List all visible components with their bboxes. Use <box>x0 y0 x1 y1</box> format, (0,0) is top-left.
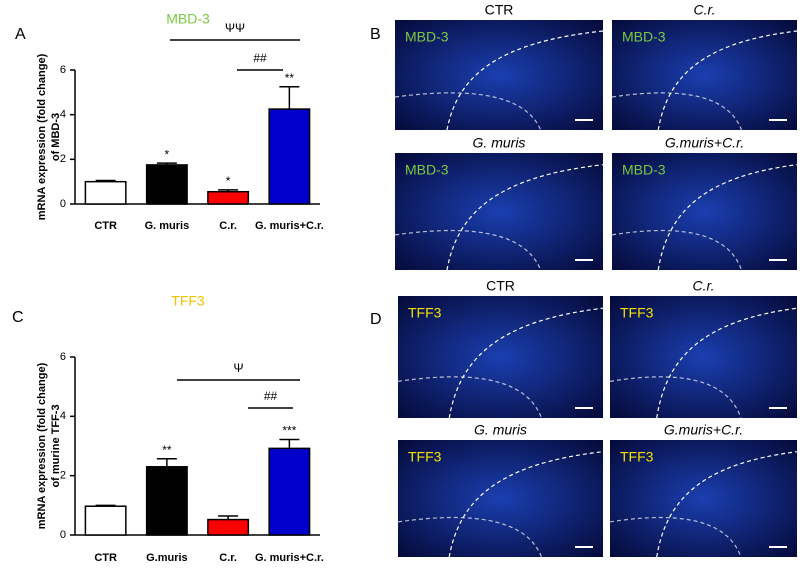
stain-label: TFF3 <box>408 449 442 465</box>
micrograph <box>398 296 603 418</box>
tissue-outline <box>657 164 798 271</box>
chart-title: MBD-3 <box>166 11 210 27</box>
stain-label: TFF3 <box>620 305 654 321</box>
stain-label: MBD-3 <box>405 162 449 178</box>
tissue-outline <box>394 92 542 131</box>
tissue-outline <box>609 516 742 558</box>
y-axis-label: mRNA expression (fold change) <box>36 362 48 529</box>
y-tick-label: 4 <box>60 410 66 422</box>
tissue-outline <box>446 164 604 271</box>
y-tick-label: 0 <box>60 529 66 541</box>
y-tick-label: 2 <box>60 470 66 482</box>
significance-label: ** <box>285 71 295 85</box>
panel-label: D <box>370 311 382 328</box>
y-axis-label: of MBD-3 <box>50 113 62 161</box>
x-tick-label: CTR <box>94 552 117 564</box>
x-tick-label: C.r. <box>219 552 237 564</box>
significance-label: *** <box>282 424 296 438</box>
image-title: G. muris <box>473 135 526 151</box>
y-axis-label: of murine TFF-3 <box>50 404 62 487</box>
image-title: G.muris+C.r. <box>665 135 744 151</box>
significance-label: * <box>165 147 170 161</box>
stain-label: TFF3 <box>408 305 442 321</box>
x-tick-label: G. muris+C.r. <box>255 552 324 564</box>
bracket-label: ## <box>264 389 278 403</box>
bar <box>207 518 250 536</box>
stain-label: MBD-3 <box>622 29 666 45</box>
significance-label: ** <box>162 443 172 457</box>
y-tick-label: 6 <box>60 64 66 76</box>
tissue-outline <box>394 230 542 271</box>
stain-label: MBD-3 <box>405 29 449 45</box>
tissue-outline <box>448 307 604 419</box>
micrograph <box>395 153 603 270</box>
y-tick-label: 6 <box>60 351 66 363</box>
tissue-outline <box>656 307 798 419</box>
tissue-outline <box>609 376 742 419</box>
micrograph <box>612 153 797 270</box>
x-tick-label: G. muris+C.r. <box>255 220 324 232</box>
micrograph <box>612 20 797 130</box>
bar <box>268 108 311 205</box>
x-tick-label: G. muris <box>145 220 190 232</box>
bar <box>145 164 188 205</box>
bracket-label: Ψ <box>233 361 243 375</box>
tissue-outline <box>448 451 604 558</box>
y-tick-label: 2 <box>60 153 66 165</box>
bracket-label: ΨΨ <box>225 21 245 35</box>
panel-label: C <box>12 309 24 326</box>
bar <box>268 447 311 536</box>
chart-title: TFF3 <box>171 293 205 309</box>
x-tick-label: C.r. <box>219 220 237 232</box>
bar <box>84 505 127 536</box>
panel-label: A <box>15 26 26 43</box>
image-title: CTR <box>486 278 515 294</box>
image-title: C.r. <box>692 278 714 294</box>
y-axis-label: mRNA expression (fold change) <box>36 53 48 220</box>
tissue-outline <box>446 30 604 131</box>
x-tick-label: G.muris <box>146 552 188 564</box>
bar <box>207 190 250 205</box>
bar <box>145 466 188 536</box>
stain-label: TFF3 <box>620 449 654 465</box>
bar <box>84 180 127 205</box>
micrograph <box>398 440 603 557</box>
tissue-outline <box>611 92 743 131</box>
stain-label: MBD-3 <box>622 162 666 178</box>
y-tick-label: 4 <box>60 109 66 121</box>
tissue-outline <box>611 229 743 271</box>
micrograph <box>610 296 797 418</box>
significance-label: * <box>226 174 231 188</box>
micrograph <box>610 440 797 557</box>
y-tick-label: 0 <box>60 198 66 210</box>
panel-label: B <box>370 26 381 43</box>
image-title: CTR <box>485 2 514 18</box>
image-title: G.muris+C.r. <box>664 422 743 438</box>
micrograph <box>395 20 603 130</box>
image-title: C.r. <box>693 2 715 18</box>
tissue-outline <box>657 30 798 131</box>
bracket-label: ## <box>253 51 267 65</box>
image-title: G. muris <box>474 422 527 438</box>
x-tick-label: CTR <box>94 220 117 232</box>
